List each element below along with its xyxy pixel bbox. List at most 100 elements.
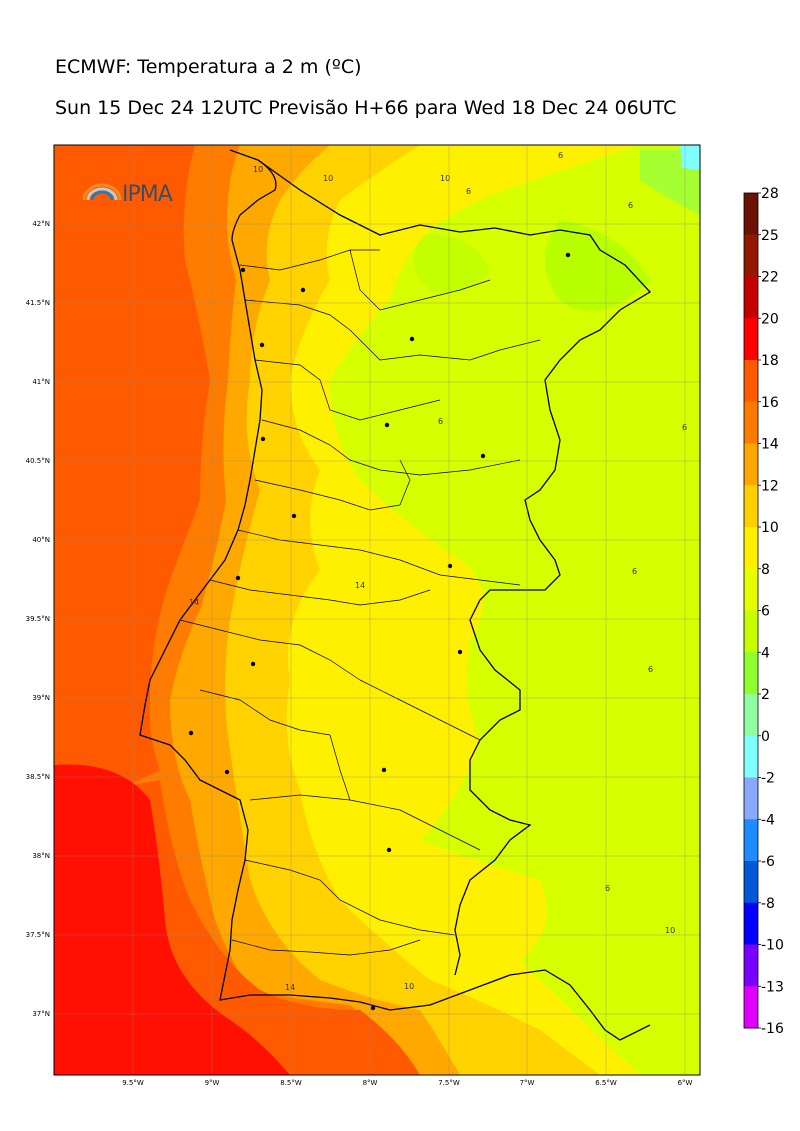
lat-tick: 39.5°N (26, 615, 50, 623)
colorbar-swatch (744, 986, 758, 1029)
lat-tick: 40.5°N (26, 457, 50, 465)
city-marker (565, 252, 571, 258)
colorbar-level-label: 22 (761, 270, 779, 286)
colorbar-level-label: 2 (761, 687, 770, 703)
district-borders (179, 249, 541, 956)
map-title: ECMWF: Temperatura a 2 m (ºC) (55, 56, 362, 78)
colorbar-swatch (744, 694, 758, 737)
colorbar-level-label: 12 (761, 478, 779, 494)
colorbar-swatch (744, 902, 758, 945)
colorbar-swatch (744, 944, 758, 987)
lat-tick: 37°N (32, 1010, 50, 1018)
city-marker (260, 436, 266, 442)
colorbar-level-label: 18 (761, 353, 779, 369)
city-marker (384, 422, 390, 428)
ipma-logo: IPMA (82, 182, 174, 207)
colorbar-swatch (744, 652, 758, 695)
isoline-label: 10 (323, 174, 333, 183)
colorbar-swatch (744, 443, 758, 486)
city-marker (259, 342, 265, 348)
lon-tick: 8°W (363, 1079, 378, 1087)
colorbar-swatch (744, 360, 758, 403)
lon-tick: 9°W (205, 1079, 220, 1087)
map-subtitle: Sun 15 Dec 24 12UTC Previsão H+66 para W… (55, 97, 677, 119)
colorbar-level-label: 25 (761, 228, 779, 244)
city-marker (381, 767, 387, 773)
graticule (54, 145, 700, 1075)
isoline-label: 6 (438, 417, 443, 426)
colorbar-level-label: 16 (761, 395, 779, 411)
isoline-label: 6 (632, 567, 637, 576)
colorbar-swatch (744, 276, 758, 319)
colorbar-level-label: 20 (761, 311, 779, 327)
map-frame (53, 144, 701, 1076)
latitude-labels: 42°N 41.5°N 41°N 40.5°N 40°N 39.5°N 39°N… (26, 220, 50, 1018)
isoline-label: 6 (558, 151, 563, 160)
city-marker (250, 661, 256, 667)
colorbar-level-label: 4 (761, 645, 770, 661)
temperature-field (54, 145, 700, 1075)
colorbar-level-label: -13 (761, 979, 784, 995)
city-markers (188, 252, 571, 1011)
lon-tick: 7°W (520, 1079, 535, 1087)
colorbar-swatch (744, 861, 758, 904)
isoline-label: 6 (605, 884, 610, 893)
lat-tick: 41.5°N (26, 299, 50, 307)
colorbar-swatch (744, 735, 758, 778)
city-marker (235, 575, 241, 581)
city-marker (447, 563, 453, 569)
portugal-coastline (139, 149, 651, 1041)
lat-tick: 38°N (32, 852, 50, 860)
lat-tick: 37.5°N (26, 931, 50, 939)
isoline-label: 10 (253, 165, 263, 174)
city-marker (370, 1005, 376, 1011)
colorbar-swatch (744, 610, 758, 653)
lon-tick: 6.5°W (595, 1079, 617, 1087)
colorbar-swatch (744, 193, 758, 236)
lon-tick: 8.5°W (280, 1079, 302, 1087)
city-marker (291, 513, 297, 519)
isoline-label: 6 (648, 665, 653, 674)
lon-tick: 7.5°W (438, 1079, 460, 1087)
colorbar-level-label: 10 (761, 520, 779, 536)
city-marker (188, 730, 194, 736)
lat-tick: 42°N (32, 220, 50, 228)
colorbar-swatch (744, 777, 758, 820)
colorbar-level-label: 8 (761, 562, 770, 578)
isoline-label: 10 (440, 174, 450, 183)
colorbar-swatch (744, 318, 758, 361)
colorbar-level-label: -16 (761, 1021, 784, 1037)
city-marker (386, 847, 392, 853)
city-marker (224, 769, 230, 775)
isoline-label: 14 (355, 581, 365, 590)
lon-tick: 9.5°W (122, 1079, 144, 1087)
lat-tick: 39°N (32, 694, 50, 702)
city-marker (480, 453, 486, 459)
isoline-label: 10 (404, 982, 414, 991)
isoline-label: 14 (189, 598, 199, 607)
isoline-label: 6 (466, 187, 471, 196)
city-marker (409, 336, 415, 342)
isoline-label: 6 (682, 423, 687, 432)
colorbar-level-label: 0 (761, 729, 770, 745)
lat-tick: 41°N (32, 378, 50, 386)
colorbar-level-label: -6 (761, 854, 775, 870)
logo-text: IPMA (122, 182, 173, 207)
rainbow-arc-icon (82, 183, 122, 201)
colorbar-swatch (744, 527, 758, 570)
city-marker (457, 649, 463, 655)
city-marker (300, 287, 306, 293)
colorbar-swatch (744, 234, 758, 277)
colorbar-level-label: -8 (761, 896, 775, 912)
lat-tick: 38.5°N (26, 773, 50, 781)
colorbar-level-label: 28 (761, 186, 779, 202)
colorbar-level-label: 6 (761, 604, 770, 620)
city-marker (240, 267, 246, 273)
isoline-label: 14 (285, 983, 295, 992)
colorbar-level-label: -4 (761, 812, 775, 828)
colorbar-level-label: 14 (761, 437, 779, 453)
lon-tick: 6°W (678, 1079, 693, 1087)
colorbar-level-label: -10 (761, 938, 784, 954)
colorbar-swatch (744, 401, 758, 444)
